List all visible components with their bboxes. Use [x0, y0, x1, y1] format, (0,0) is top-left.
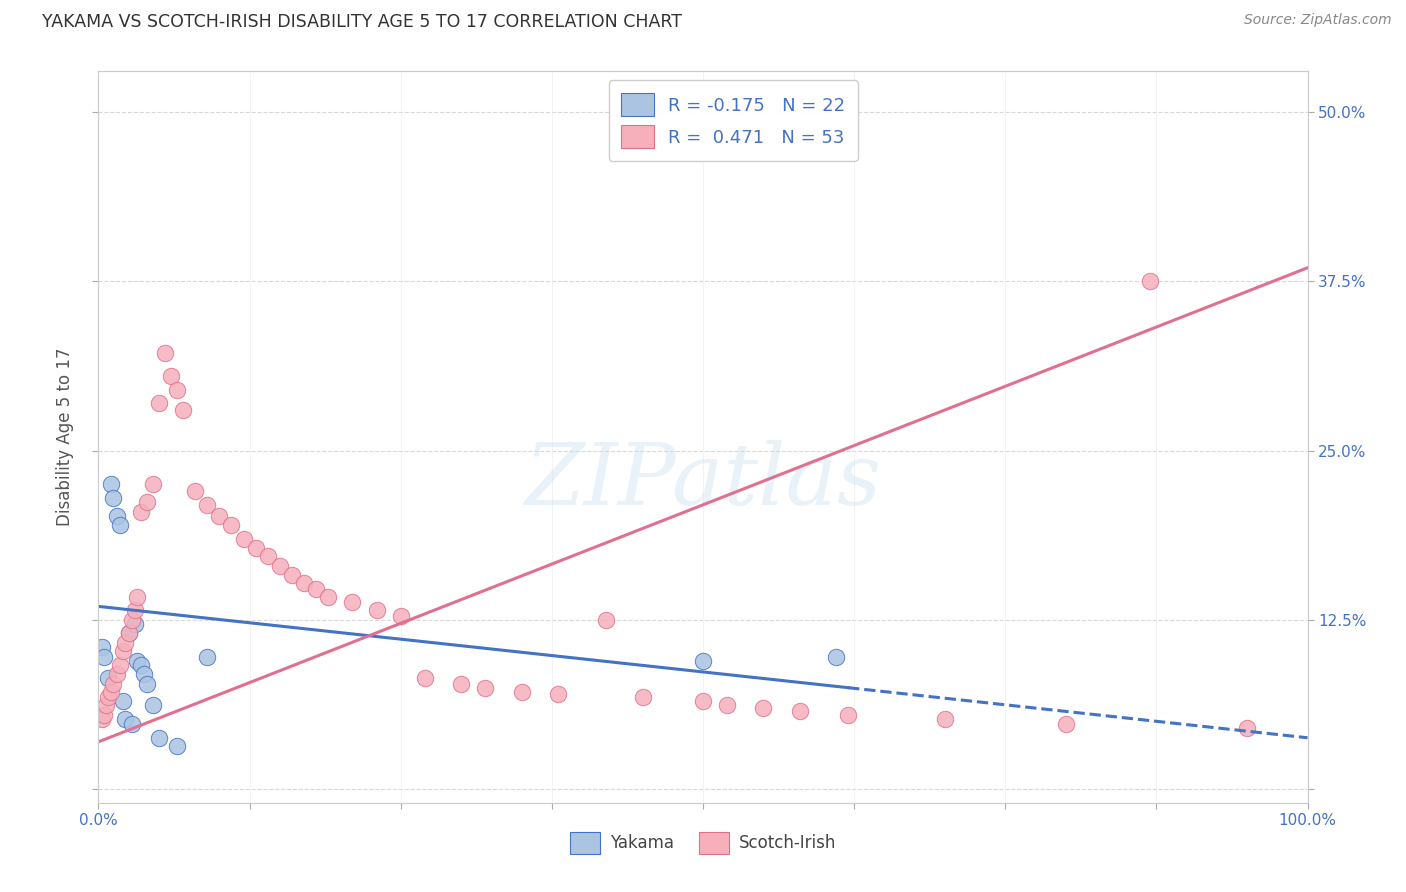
Point	[595, 613, 617, 627]
Point	[108, 657, 131, 672]
Point	[305, 582, 328, 596]
Point	[101, 676, 124, 690]
Point	[474, 681, 496, 695]
Point	[825, 649, 848, 664]
Point	[837, 707, 859, 722]
Point	[413, 671, 436, 685]
Point	[292, 576, 315, 591]
Point	[316, 590, 339, 604]
Point	[160, 369, 183, 384]
Point	[111, 694, 134, 708]
Point	[1054, 717, 1077, 731]
Point	[232, 532, 254, 546]
Point	[221, 518, 243, 533]
Point	[100, 684, 122, 698]
Point	[129, 657, 152, 672]
Point	[1139, 274, 1161, 288]
Point	[142, 477, 165, 491]
Point	[134, 667, 156, 681]
Point	[135, 676, 157, 690]
Point	[93, 649, 115, 664]
Point	[281, 568, 304, 582]
Point	[148, 396, 170, 410]
Legend: Yakama, Scotch-Irish: Yakama, Scotch-Irish	[564, 826, 842, 860]
Point	[105, 508, 128, 523]
Point	[172, 403, 194, 417]
Point	[153, 346, 176, 360]
Point	[692, 694, 714, 708]
Point	[195, 649, 218, 664]
Point	[91, 640, 114, 654]
Point	[547, 688, 569, 702]
Point	[121, 613, 143, 627]
Point	[91, 712, 114, 726]
Point	[692, 654, 714, 668]
Point	[166, 739, 188, 753]
Point	[1236, 721, 1258, 735]
Point	[510, 684, 533, 698]
Text: YAKAMA VS SCOTCH-IRISH DISABILITY AGE 5 TO 17 CORRELATION CHART: YAKAMA VS SCOTCH-IRISH DISABILITY AGE 5 …	[42, 13, 682, 31]
Point	[100, 477, 122, 491]
Point	[127, 590, 149, 604]
Point	[184, 484, 207, 499]
Point	[934, 712, 956, 726]
Point	[256, 549, 278, 564]
Point	[450, 676, 472, 690]
Point	[245, 541, 267, 556]
Point	[789, 704, 811, 718]
Point	[269, 558, 291, 573]
Y-axis label: Disability Age 5 to 17: Disability Age 5 to 17	[56, 348, 75, 526]
Point	[124, 617, 146, 632]
Point	[118, 626, 141, 640]
Point	[342, 595, 364, 609]
Point	[127, 654, 149, 668]
Point	[195, 498, 218, 512]
Point	[105, 667, 128, 681]
Point	[124, 603, 146, 617]
Point	[97, 671, 120, 685]
Point	[121, 717, 143, 731]
Point	[97, 690, 120, 705]
Point	[166, 383, 188, 397]
Point	[135, 495, 157, 509]
Point	[94, 698, 117, 713]
Point	[716, 698, 738, 713]
Point	[366, 603, 388, 617]
Point	[631, 690, 654, 705]
Point	[93, 707, 115, 722]
Point	[108, 518, 131, 533]
Text: ZIPatlas: ZIPatlas	[524, 440, 882, 523]
Point	[752, 701, 775, 715]
Point	[142, 698, 165, 713]
Point	[118, 626, 141, 640]
Point	[389, 608, 412, 623]
Point	[208, 508, 231, 523]
Point	[129, 505, 152, 519]
Point	[111, 644, 134, 658]
Point	[101, 491, 124, 505]
Point	[114, 636, 136, 650]
Text: Source: ZipAtlas.com: Source: ZipAtlas.com	[1244, 13, 1392, 28]
Point	[148, 731, 170, 745]
Point	[114, 712, 136, 726]
